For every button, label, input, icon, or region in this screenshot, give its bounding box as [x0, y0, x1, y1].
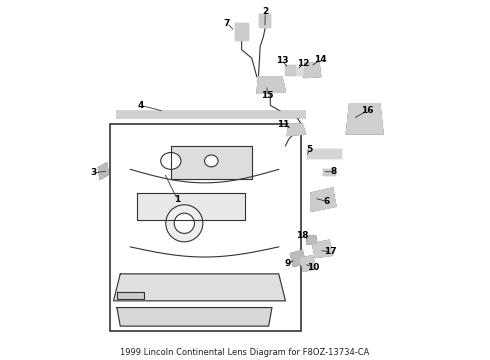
Text: 1: 1 — [174, 195, 181, 204]
Polygon shape — [346, 104, 383, 134]
Text: 13: 13 — [276, 56, 288, 65]
Polygon shape — [171, 146, 252, 180]
Ellipse shape — [204, 155, 218, 167]
Text: 11: 11 — [277, 120, 290, 129]
Polygon shape — [257, 77, 286, 94]
Text: 3: 3 — [90, 168, 97, 177]
Text: 6: 6 — [323, 197, 330, 206]
Polygon shape — [117, 292, 144, 299]
Circle shape — [174, 213, 195, 233]
Polygon shape — [114, 274, 286, 301]
Polygon shape — [307, 149, 341, 158]
Text: 16: 16 — [361, 106, 374, 115]
Polygon shape — [260, 14, 270, 27]
Text: 9: 9 — [285, 259, 291, 268]
Text: 7: 7 — [223, 19, 230, 28]
Polygon shape — [311, 188, 336, 211]
Text: 17: 17 — [324, 247, 337, 256]
Circle shape — [166, 205, 203, 242]
Polygon shape — [304, 63, 321, 78]
Polygon shape — [98, 163, 108, 180]
Ellipse shape — [161, 153, 181, 169]
Bar — [110, 124, 301, 331]
Polygon shape — [313, 240, 333, 258]
Text: 1999 Lincoln Continental Lens Diagram for F8OZ-13734-CA: 1999 Lincoln Continental Lens Diagram fo… — [121, 348, 369, 357]
Polygon shape — [117, 307, 272, 326]
Text: 12: 12 — [297, 59, 310, 68]
Text: 2: 2 — [262, 8, 269, 17]
Text: 4: 4 — [137, 101, 144, 110]
Polygon shape — [307, 236, 317, 244]
Polygon shape — [301, 255, 316, 271]
Text: 10: 10 — [307, 263, 319, 272]
Text: 8: 8 — [331, 167, 337, 176]
Polygon shape — [235, 23, 248, 40]
Text: 18: 18 — [296, 231, 309, 240]
Text: 5: 5 — [307, 145, 313, 154]
Text: 14: 14 — [314, 55, 327, 64]
Polygon shape — [287, 124, 306, 136]
Polygon shape — [291, 250, 306, 266]
Polygon shape — [295, 67, 304, 75]
Text: 15: 15 — [261, 91, 273, 100]
Polygon shape — [286, 65, 295, 75]
Polygon shape — [322, 169, 335, 175]
Polygon shape — [137, 193, 245, 220]
